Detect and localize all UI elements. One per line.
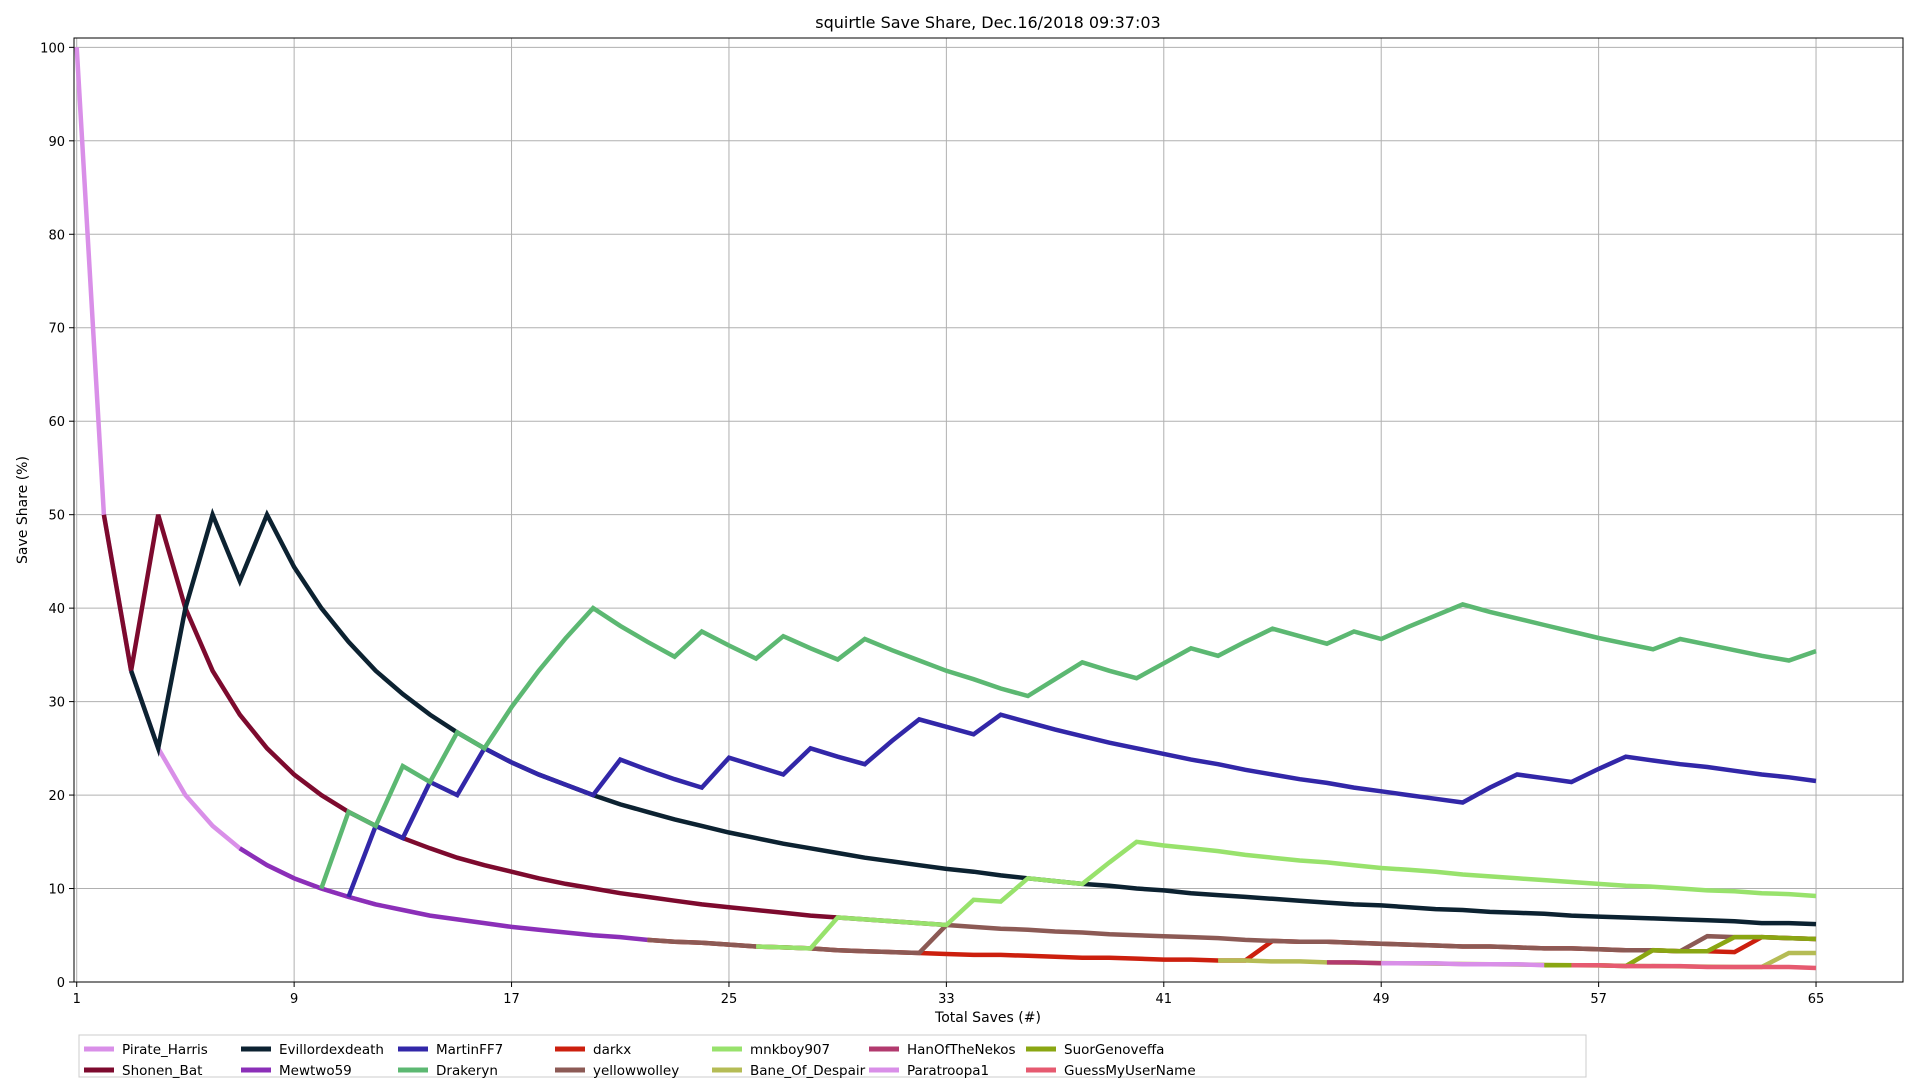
y-tick-label: 20 [48,789,65,804]
series-line-shonen-bat [101,514,947,928]
y-tick-label: 50 [48,509,65,524]
legend-label-drakeryn: Drakeryn [436,1063,498,1079]
x-tick-label: 49 [1373,992,1390,1007]
x-tick-label: 33 [938,992,955,1007]
x-tick-label: 65 [1808,992,1825,1007]
chart-title: squirtle Save Share, Dec.16/2018 09:37:0… [815,13,1160,32]
x-tick-label: 41 [1156,992,1173,1007]
legend: Pirate_Harris Shonen_Bat Evillordexdeath Me… [84,1042,1196,1079]
x-tick-label: 25 [721,992,738,1007]
legend-label-evillordexdeath: Evillordexdeath [279,1042,384,1058]
legend-label-guessmyusername: GuessMyUserName [1064,1063,1196,1079]
x-tick-label: 1 [73,992,81,1007]
plot-frame [73,37,1904,983]
x-tick-label: 9 [290,992,298,1007]
legend-label-paratroopa1: Paratroopa1 [907,1063,989,1079]
legend-box [78,1034,1587,1078]
y-tick-label: 0 [57,976,65,991]
y-tick-label: 70 [48,322,65,337]
legend-label-darkx: darkx [593,1042,631,1058]
y-axis-label: Save Share (%) [15,456,31,564]
series-line-mnkboy907 [756,839,1817,951]
series-line-paratroopa1 [1381,961,1545,968]
y-tick-label: 40 [48,602,65,617]
legend-label-suorgenoveffa: SuorGenoveffa [1064,1042,1164,1058]
legend-label-pirate-harris: Pirate_Harris [122,1042,208,1058]
legend-label-mnkboy907: mnkboy907 [750,1042,830,1058]
series-line-drakeryn [319,602,1817,890]
series-line-hanofthenekos [1326,960,1382,966]
legend-label-yellowwolley: yellowwolley [593,1063,679,1079]
legend-label-shonen-bat: Shonen_Bat [122,1063,202,1079]
legend-label-martinff7: MartinFF7 [436,1042,503,1058]
x-axis-label: Total Saves (#) [934,1010,1041,1026]
series-line-mewtwo59 [238,846,648,943]
y-tick-label: 30 [48,696,65,711]
axis-ticks: 1 9 17 25 33 41 49 57 65 0 10 20 30 40 50 60 70 80 90 100 [40,41,1824,1007]
x-tick-label: 57 [1590,992,1607,1007]
y-tick-label: 80 [48,228,65,243]
legend-label-bane-of-despair: Bane_Of_Despair [750,1063,866,1079]
y-tick-label: 60 [48,415,65,430]
series-line-yellowwolley [647,922,1817,956]
y-tick-label: 100 [40,41,65,56]
y-tick-label: 90 [48,135,65,150]
legend-label-mewtwo59: Mewtwo59 [279,1063,352,1079]
x-tick-label: 17 [503,992,520,1007]
y-tick-label: 10 [48,883,65,898]
series-line-martinff7 [346,712,1817,898]
series-line-guessmyusername [1571,962,1817,971]
series-lines [74,47,1817,971]
series-line-evillordexdeath [128,507,1817,927]
legend-label-hanofthenekos: HanOfTheNekos [907,1042,1016,1058]
